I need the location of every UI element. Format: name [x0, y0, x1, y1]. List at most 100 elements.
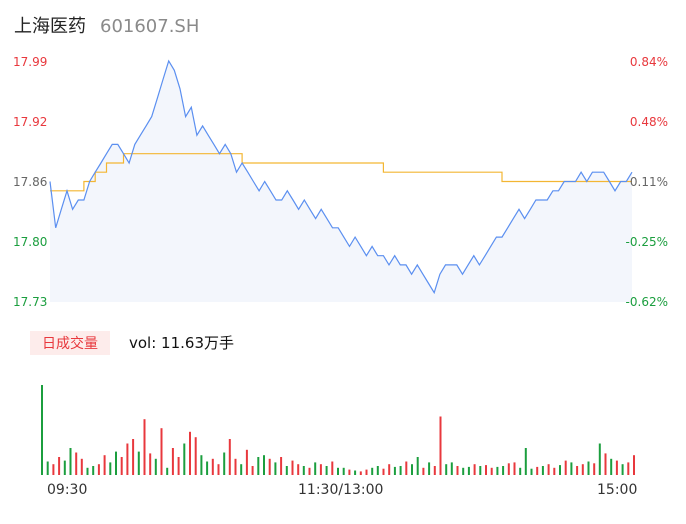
volume-bar — [109, 462, 112, 475]
volume-bar — [154, 458, 157, 475]
volume-bar — [234, 458, 237, 475]
volume-bar — [598, 443, 601, 475]
volume-bar — [69, 448, 72, 475]
volume-bars — [41, 385, 635, 475]
volume-bar — [80, 458, 83, 475]
volume-bar — [308, 467, 311, 475]
volume-bar — [519, 467, 522, 475]
volume-bar — [422, 467, 425, 475]
volume-bar — [587, 461, 590, 475]
volume-bar — [490, 467, 493, 475]
volume-bar — [228, 439, 231, 475]
volume-bar — [604, 453, 607, 475]
volume-bar — [462, 467, 465, 475]
volume-bar — [166, 467, 169, 475]
volume-bar — [473, 464, 476, 475]
volume-bar — [615, 460, 618, 475]
price-label-0: 17.99 — [13, 55, 48, 69]
volume-bar — [103, 455, 106, 475]
volume-bar — [189, 431, 191, 475]
tab-daily-volume[interactable]: 日成交量 — [30, 331, 110, 355]
average-price-line — [50, 153, 632, 192]
volume-bar — [576, 466, 579, 475]
volume-bar — [411, 464, 413, 475]
volume-bar — [388, 464, 391, 475]
volume-bar — [365, 469, 368, 475]
volume-bar — [257, 457, 260, 475]
volume-bar — [263, 455, 265, 475]
volume-bar — [183, 443, 186, 475]
volume-bar — [245, 449, 248, 475]
volume-bar — [41, 385, 43, 475]
volume-bar — [46, 461, 49, 475]
volume-bar — [559, 465, 561, 475]
volume-bar — [633, 455, 635, 475]
volume-bar — [137, 451, 140, 475]
pct-label-3: -0.25% — [625, 235, 668, 249]
volume-bar — [291, 460, 294, 475]
volume-bar — [92, 466, 95, 475]
volume-bar — [342, 467, 345, 475]
volume-bar — [200, 455, 203, 475]
volume-bar — [399, 466, 402, 475]
volume-bar — [52, 464, 55, 475]
volume-bar — [194, 437, 197, 475]
volume-bar — [302, 466, 305, 475]
volume-bar — [564, 460, 567, 475]
volume-bar — [570, 462, 573, 475]
volume-bar — [513, 462, 516, 475]
volume-bar — [280, 457, 283, 475]
volume-bar — [359, 471, 362, 475]
volume-bar — [405, 461, 408, 475]
volume-bar — [58, 457, 61, 475]
volume-bar — [86, 467, 89, 475]
volume-bar — [382, 468, 385, 475]
volume-bar — [314, 462, 317, 475]
volume-bar — [416, 457, 419, 475]
volume-bar — [285, 466, 288, 475]
volume-readout: vol: 11.63万手 — [129, 334, 234, 352]
volume-bar — [115, 451, 117, 475]
volume-bar — [507, 463, 510, 475]
volume-bar — [445, 464, 448, 475]
volume-bar — [126, 443, 129, 475]
volume-bar — [371, 467, 374, 475]
volume-bar — [325, 466, 328, 475]
volume-bar — [456, 466, 459, 475]
time-label-open: 09:30 — [47, 482, 88, 498]
volume-bar — [479, 466, 482, 475]
volume-bar — [274, 462, 277, 475]
volume-bar — [217, 464, 220, 475]
volume-bar — [171, 448, 174, 475]
volume-bar — [502, 466, 505, 475]
volume-bar — [251, 466, 254, 475]
volume-bar — [132, 439, 135, 475]
pct-label-4: -0.62% — [625, 295, 668, 309]
volume-bar — [149, 453, 152, 475]
volume-bar — [433, 466, 436, 475]
volume-bar — [331, 461, 334, 475]
volume-bar — [376, 466, 379, 475]
volume-bar — [211, 458, 214, 475]
volume-bar — [223, 452, 226, 475]
price-label-4: 17.73 — [13, 295, 48, 309]
volume-bar — [428, 462, 431, 475]
volume-bar — [393, 466, 396, 475]
volume-bar — [160, 428, 163, 475]
pct-label-2: 0.11% — [629, 175, 668, 189]
volume-bar — [593, 463, 596, 475]
intraday-price-line — [49, 59, 633, 295]
volume-bar — [268, 458, 271, 475]
pct-label-0: 0.84% — [629, 55, 668, 69]
volume-bar — [63, 460, 66, 475]
volume-bar — [485, 465, 487, 475]
time-label-close: 15:00 — [597, 482, 638, 498]
volume-bar — [536, 466, 539, 475]
volume-bar — [97, 464, 100, 475]
volume-bar — [75, 452, 78, 475]
price-label-1: 17.92 — [13, 115, 48, 129]
volume-bar — [297, 464, 300, 475]
volume-bar — [547, 464, 550, 475]
volume-bar — [553, 467, 556, 475]
